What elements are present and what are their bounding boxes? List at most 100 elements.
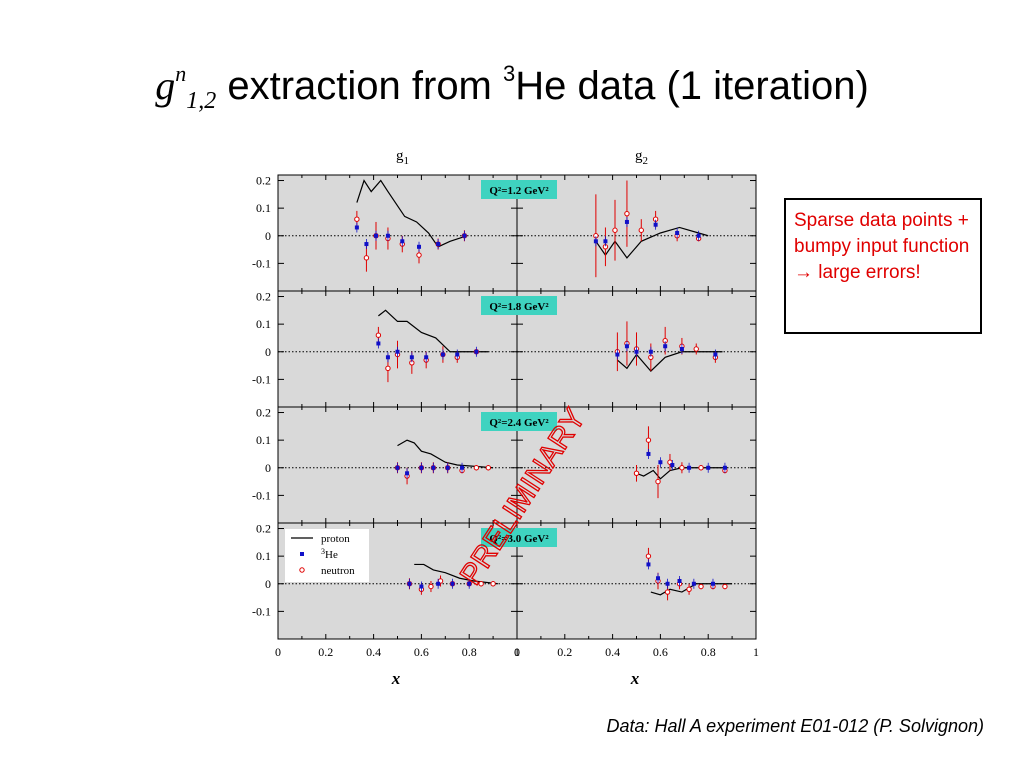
column-title-g2: g2 xyxy=(635,148,648,167)
neutron-point xyxy=(645,553,652,559)
q2-label-box xyxy=(481,180,557,199)
proton-curve xyxy=(378,309,489,353)
y-tick-label: 0 xyxy=(265,345,271,359)
he3-point xyxy=(710,581,715,586)
he3-point xyxy=(624,219,629,224)
he3-point xyxy=(696,233,701,238)
he3-point xyxy=(658,460,663,465)
neutron-point xyxy=(679,465,685,471)
y-tick-label: 0.1 xyxy=(256,201,271,215)
he3-point xyxy=(665,581,670,586)
he3-point xyxy=(713,352,718,357)
x-tick-label: 0.2 xyxy=(318,645,333,659)
y-tick-label: -0.1 xyxy=(252,488,271,502)
neutron-point xyxy=(624,210,630,217)
q2-label: Q²=2.4 GeV² xyxy=(489,417,549,429)
he3-point xyxy=(373,233,378,238)
neutron-point xyxy=(612,227,618,233)
he3-point xyxy=(624,344,629,349)
neutron-point xyxy=(473,465,480,471)
he3-point xyxy=(634,349,639,354)
proton-curve xyxy=(650,583,733,596)
he3-point xyxy=(722,465,727,470)
proton-curve xyxy=(414,563,498,585)
he3-point xyxy=(467,581,472,586)
neutron-point xyxy=(363,255,370,261)
y-tick-label: -0.1 xyxy=(252,604,271,618)
he3-point xyxy=(419,584,424,589)
y-tick-label: 0.1 xyxy=(256,317,271,331)
data-source-footer: Data: Hall A experiment E01-012 (P. Solv… xyxy=(606,716,984,736)
he3-point xyxy=(431,465,436,470)
he3-point xyxy=(603,239,608,244)
he3-point xyxy=(395,465,400,470)
neutron-point xyxy=(645,437,652,443)
he3-point xyxy=(385,355,390,360)
he3-point xyxy=(691,581,696,586)
q2-label-box xyxy=(481,296,557,315)
he3-point xyxy=(405,471,410,476)
he3-point xyxy=(455,352,460,357)
title-g: g xyxy=(155,63,176,108)
legend-neutron-swatch xyxy=(299,567,305,573)
neutron-point xyxy=(428,583,434,590)
he3-point xyxy=(593,239,598,244)
neutron-point xyxy=(633,470,640,476)
legend-he3-swatch xyxy=(300,552,304,556)
neutron-point xyxy=(664,589,671,595)
he3-point xyxy=(445,465,450,470)
neutron-point xyxy=(655,478,661,485)
y-tick-label: 0.2 xyxy=(256,290,271,304)
y-tick-label: 0.1 xyxy=(256,549,271,563)
he3-point xyxy=(677,579,682,583)
proton-curve xyxy=(616,351,723,372)
he3-point xyxy=(436,581,441,586)
neutron-point xyxy=(416,252,422,258)
x-tick-label: 0.2 xyxy=(557,645,572,659)
he3-point xyxy=(675,231,680,235)
x-tick-label: 0.6 xyxy=(414,645,429,659)
he3-point xyxy=(679,347,684,351)
q2-label: Q²=3.0 GeV² xyxy=(489,533,549,545)
he3-point xyxy=(436,242,441,247)
y-tick-label: 0 xyxy=(265,577,271,591)
he3-point xyxy=(385,233,390,238)
x-axis-label: x xyxy=(630,669,640,688)
y-tick-label: 0.2 xyxy=(256,406,271,420)
y-tick-label: 0.1 xyxy=(256,433,271,447)
he3-point xyxy=(419,465,424,470)
proton-curve xyxy=(356,179,467,248)
he3-point xyxy=(670,463,675,467)
he3-point xyxy=(460,465,465,470)
he3-point xyxy=(687,465,692,470)
he3-point xyxy=(646,562,651,567)
q2-label-box xyxy=(481,528,557,547)
he3-point xyxy=(417,244,422,249)
q2-label: Q²=1.2 GeV² xyxy=(489,185,549,197)
he3-point xyxy=(376,341,381,346)
he3-point xyxy=(462,233,467,238)
y-tick-label: 0 xyxy=(265,461,271,475)
x-axis-label: x xyxy=(391,669,401,688)
title-superscript: n xyxy=(175,60,187,86)
panel-g1-row1 xyxy=(277,174,518,292)
he3-point xyxy=(474,349,479,354)
legend-label-neutron: neutron xyxy=(321,565,355,577)
x-tick-label: 0 xyxy=(275,645,281,659)
x-tick-label: 0 xyxy=(514,645,520,659)
legend-label-proton: proton xyxy=(321,533,350,545)
he3-point xyxy=(440,352,445,357)
neutron-point xyxy=(693,346,699,352)
x-tick-label: 1 xyxy=(514,645,520,659)
he3-point xyxy=(409,355,414,360)
y-tick-label: 0.2 xyxy=(256,174,271,188)
he3-point xyxy=(400,239,405,244)
neutron-point xyxy=(722,583,728,590)
neutron-point xyxy=(490,581,496,587)
title-subscript: 1,2 xyxy=(186,88,217,114)
x-tick-label: 0.4 xyxy=(605,645,620,659)
he3-point xyxy=(615,352,620,357)
legend-label-he3: 3He xyxy=(321,547,338,561)
neutron-point xyxy=(698,583,704,590)
he3-point xyxy=(354,225,359,230)
